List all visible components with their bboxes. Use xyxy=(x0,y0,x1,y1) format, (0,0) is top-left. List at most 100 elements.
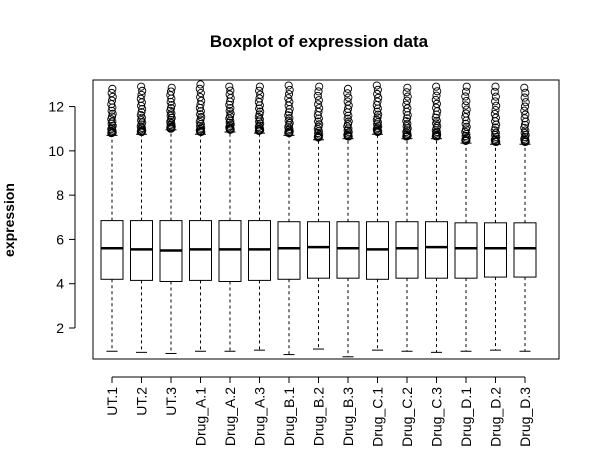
y-tick-label: 6 xyxy=(56,231,64,247)
outlier-point xyxy=(314,114,323,123)
outlier-point xyxy=(520,93,529,102)
x-tick-label: Drug_B.2 xyxy=(311,387,327,446)
outlier-point xyxy=(461,101,470,110)
box-body xyxy=(277,221,301,280)
outlier-point xyxy=(255,104,264,113)
box-UT.1 xyxy=(100,84,124,352)
outlier-point xyxy=(107,106,116,115)
box-body xyxy=(484,222,507,278)
outlier-point xyxy=(315,82,324,91)
outlier-point xyxy=(520,106,529,115)
outlier-point xyxy=(433,87,442,96)
outlier-point xyxy=(402,88,411,97)
x-tick-label: Drug_A.1 xyxy=(193,387,209,446)
box-body xyxy=(513,222,537,278)
outlier-point xyxy=(432,99,441,108)
outlier-point xyxy=(344,101,353,110)
outlier-point xyxy=(285,85,294,95)
box-Drug_C.3 xyxy=(425,82,448,353)
box-Drug_D.1 xyxy=(454,82,478,352)
outlier-point xyxy=(461,109,471,118)
outlier-point xyxy=(284,94,293,103)
outlier-point xyxy=(315,104,324,113)
outlier-point xyxy=(195,84,204,93)
outlier-point xyxy=(432,103,441,112)
outlier-point xyxy=(343,89,352,98)
outlier-point xyxy=(402,130,411,139)
outlier-point xyxy=(431,132,440,141)
outlier-point xyxy=(256,90,265,99)
outlier-point xyxy=(107,88,116,98)
boxes-layer xyxy=(100,80,537,358)
outlier-point xyxy=(255,86,264,95)
outlier-point xyxy=(225,82,234,91)
x-tick-label: Drug_C.3 xyxy=(429,387,445,447)
outlier-point xyxy=(314,100,323,109)
outlier-point xyxy=(285,97,294,107)
outlier-point xyxy=(167,119,176,128)
outlier-point xyxy=(314,96,323,105)
outlier-point xyxy=(137,123,146,132)
outlier-point xyxy=(521,110,530,119)
x-tick-label: Drug_A.3 xyxy=(252,387,268,446)
x-tick-label: Drug_C.1 xyxy=(370,387,386,447)
outlier-point xyxy=(166,87,176,96)
x-tick-label: UT.1 xyxy=(104,387,120,416)
outlier-point xyxy=(196,93,205,102)
outlier-point xyxy=(492,101,501,110)
outlier-point xyxy=(373,85,382,94)
outlier-point xyxy=(284,81,293,90)
outlier-point xyxy=(284,111,293,120)
outlier-point xyxy=(166,123,175,133)
outlier-point xyxy=(462,133,471,142)
outlier-point xyxy=(521,98,530,107)
outlier-point xyxy=(314,131,323,140)
outlier-point xyxy=(490,87,499,96)
outlier-point xyxy=(285,124,294,133)
box-Drug_D.3 xyxy=(513,83,537,352)
y-tick-label: 12 xyxy=(48,99,64,115)
outlier-point xyxy=(462,105,471,114)
outlier-point xyxy=(313,91,322,100)
outlier-point xyxy=(402,100,411,109)
outlier-point xyxy=(491,97,500,106)
outlier-point xyxy=(137,108,146,117)
outlier-point xyxy=(197,96,206,105)
box-Drug_A.1 xyxy=(189,80,212,352)
x-tick-label: UT.3 xyxy=(163,387,179,416)
outlier-point xyxy=(343,114,352,123)
box-body xyxy=(425,221,448,279)
outlier-point xyxy=(107,96,117,105)
outlier-point xyxy=(225,90,234,99)
plot-frame xyxy=(92,79,560,360)
outlier-point xyxy=(285,127,294,136)
outlier-point xyxy=(196,110,205,119)
outlier-point xyxy=(197,123,206,132)
outlier-point xyxy=(284,90,294,99)
outlier-point xyxy=(167,83,176,92)
outlier-point xyxy=(374,122,383,131)
y-tick-label: 10 xyxy=(48,143,64,159)
outlier-point xyxy=(284,108,294,117)
x-tick-label: Drug_D.2 xyxy=(488,387,504,447)
outlier-point xyxy=(344,93,353,102)
box-UT.3 xyxy=(159,83,183,354)
outlier-point xyxy=(196,107,205,116)
outlier-point xyxy=(314,87,323,96)
outlier-point xyxy=(490,109,499,119)
x-tick-label: Drug_C.2 xyxy=(399,387,415,447)
y-tick-label: 4 xyxy=(56,276,64,292)
outlier-point xyxy=(314,117,323,126)
box-body xyxy=(454,222,478,279)
outlier-point xyxy=(196,80,205,89)
outlier-point xyxy=(403,83,412,92)
outlier-point xyxy=(108,92,117,101)
x-tick-label: Drug_D.1 xyxy=(458,387,474,447)
box-Drug_B.1 xyxy=(277,81,301,356)
box-Drug_C.2 xyxy=(395,83,419,352)
outlier-point xyxy=(373,97,382,106)
box-Drug_B.3 xyxy=(336,84,360,358)
outlier-point xyxy=(284,128,293,137)
outlier-point xyxy=(138,105,147,114)
outlier-point xyxy=(520,123,529,132)
